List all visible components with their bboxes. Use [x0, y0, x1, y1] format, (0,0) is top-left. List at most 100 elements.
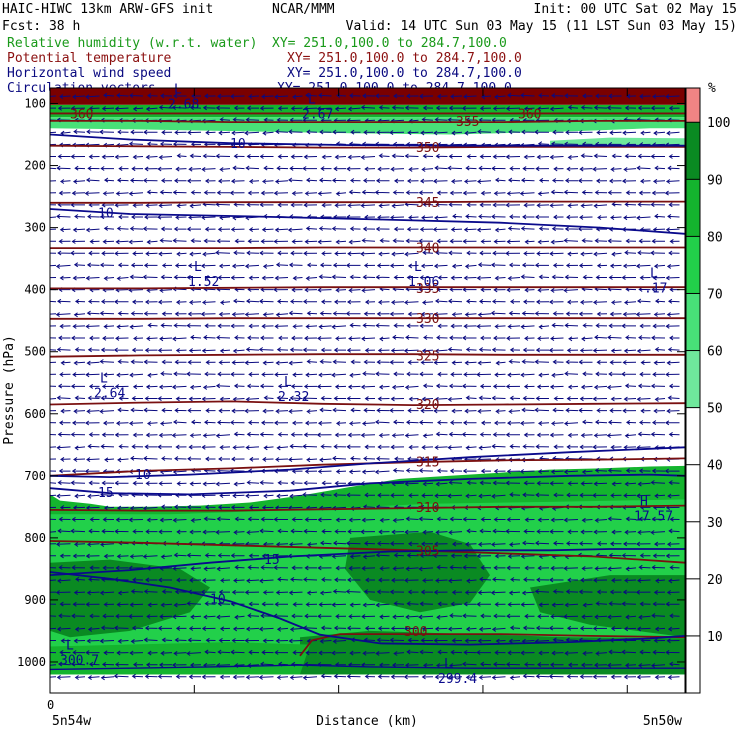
- wind-vector: [203, 516, 216, 522]
- wind-vector: [550, 421, 564, 426]
- wind-vector: [640, 408, 651, 414]
- wind-vector: [582, 274, 593, 280]
- wind-vector: [462, 335, 477, 341]
- wind-vector: [405, 516, 419, 522]
- wind-vector: [277, 383, 289, 389]
- wind-vector: [321, 251, 332, 256]
- wind-vector: [592, 492, 608, 498]
- wind-vector: [204, 552, 216, 558]
- wind-vector: [55, 541, 71, 547]
- wind-vector: [87, 347, 100, 353]
- wind-vector: [493, 335, 506, 341]
- wind-vector: [421, 396, 434, 402]
- wind-vector: [171, 384, 187, 390]
- wind-vector: [551, 93, 564, 99]
- wind-vector: [652, 178, 666, 184]
- wind-vector: [363, 456, 376, 461]
- wind-speed-contour: [50, 548, 685, 576]
- wind-vector: [364, 674, 376, 679]
- wind-vector: [621, 649, 637, 655]
- wind-vector: [332, 129, 347, 135]
- wind-vector: [668, 431, 680, 437]
- wind-vector: [348, 287, 361, 293]
- wind-vector: [494, 275, 506, 281]
- wind-vector: [390, 348, 405, 354]
- wind-vector: [375, 178, 390, 184]
- wind-vector: [231, 408, 245, 414]
- wind-vector: [245, 165, 260, 171]
- wind-vector: [494, 324, 506, 329]
- wind-vector: [233, 153, 245, 159]
- wind-vector: [58, 420, 71, 426]
- wind-vector: [652, 323, 666, 329]
- wind-vector: [669, 335, 680, 341]
- wind-vector: [202, 384, 216, 390]
- colorbar-band: [686, 179, 700, 237]
- wind-vector: [347, 203, 361, 208]
- wind-vector: [333, 166, 347, 172]
- wind-vector: [550, 614, 564, 619]
- wind-vector: [490, 262, 506, 268]
- wind-vector: [187, 311, 202, 317]
- wind-vector: [99, 310, 115, 316]
- wind-vector: [537, 517, 550, 523]
- wind-vector: [421, 117, 434, 122]
- wind-vector: [288, 542, 303, 547]
- wind-vector: [578, 407, 593, 413]
- wind-vector: [346, 444, 361, 450]
- wind-vector: [638, 516, 651, 522]
- wind-vector: [652, 649, 666, 655]
- wind-speed-label: 15: [264, 553, 280, 568]
- wind-vector: [73, 590, 86, 596]
- extremum-value: 2.67: [302, 108, 333, 123]
- wind-vector: [462, 516, 477, 522]
- wind-vector: [666, 408, 680, 414]
- wind-vector: [157, 674, 173, 679]
- wind-vector: [506, 565, 520, 571]
- wind-vector: [287, 227, 303, 233]
- wind-vector: [650, 530, 666, 535]
- wind-vector: [88, 432, 100, 438]
- wind-vector: [592, 166, 608, 172]
- wind-vector: [477, 312, 492, 318]
- wind-vector: [334, 432, 347, 438]
- wind-vector: [118, 395, 129, 401]
- wind-vector: [578, 359, 593, 365]
- wind-vector: [50, 94, 57, 99]
- wind-vector: [447, 493, 463, 499]
- wind-vector: [161, 456, 173, 461]
- wind-vector: [114, 480, 129, 486]
- wind-vector: [320, 347, 332, 353]
- wind-vector: [244, 408, 260, 414]
- wind-vector: [128, 420, 144, 426]
- wind-vector: [143, 129, 158, 135]
- wind-vector: [364, 166, 376, 172]
- extremum-value: 2.68: [168, 98, 199, 113]
- wind-vector: [578, 130, 593, 135]
- wind-vector: [636, 348, 651, 354]
- wind-vector: [248, 553, 259, 559]
- wind-vector: [291, 613, 303, 619]
- wind-vector: [451, 541, 463, 547]
- wind-vector: [190, 238, 202, 244]
- wind-vector: [321, 528, 332, 534]
- wind-vector: [201, 166, 216, 172]
- wind-vector: [361, 336, 376, 342]
- wind-vector: [345, 589, 361, 594]
- wind-vector: [59, 323, 71, 329]
- wind-vector: [421, 493, 434, 499]
- y-tick-label: 700: [24, 469, 46, 483]
- wind-vector: [274, 227, 289, 233]
- wind-vector: [479, 480, 492, 486]
- wind-vector: [406, 552, 419, 558]
- wind-vector: [480, 516, 492, 522]
- wind-vector: [360, 203, 376, 209]
- wind-vector: [462, 468, 477, 474]
- wind-vector: [321, 154, 332, 160]
- wind-vector: [246, 153, 260, 159]
- colorbar-tick-label: 40: [707, 459, 723, 474]
- wind-vector: [567, 104, 579, 110]
- wind-vector: [50, 155, 57, 157]
- wind-vector: [101, 384, 115, 389]
- wind-vector: [205, 637, 216, 643]
